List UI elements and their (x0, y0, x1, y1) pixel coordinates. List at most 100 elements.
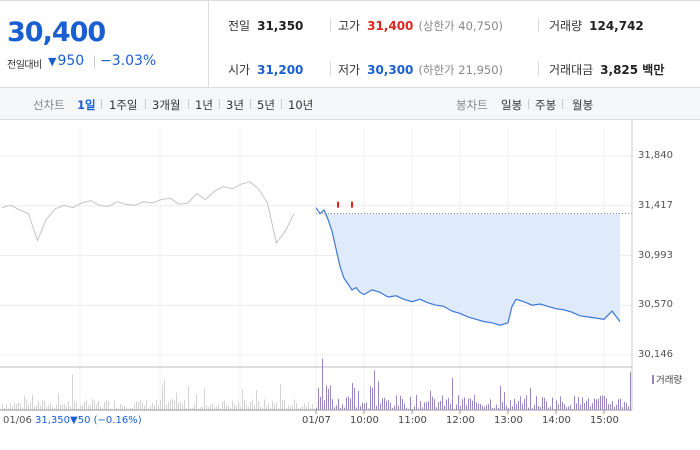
volume-bar (600, 395, 601, 410)
volume-bar (394, 405, 395, 410)
volume-bar (488, 404, 489, 410)
volume-bar (56, 404, 57, 410)
candle-chart-label: 봉차트 (456, 98, 488, 112)
stat-value: 124,742 (589, 19, 644, 33)
volume-bar (44, 400, 45, 410)
divider (330, 62, 331, 76)
volume-bar (398, 405, 399, 410)
period-3m-button[interactable]: 3개월 (152, 98, 181, 112)
volume-bar (178, 402, 179, 410)
volume-bar (166, 404, 167, 410)
volume-bar (418, 408, 419, 410)
period-1w-button[interactable]: 1주일 (109, 98, 138, 112)
volume-bar (94, 400, 95, 410)
volume-bar (254, 405, 255, 410)
volume-bar (128, 408, 129, 410)
volume-bar (432, 396, 433, 410)
volume-bar (572, 408, 573, 410)
volume-bar (562, 401, 563, 410)
volume-bar (480, 403, 481, 410)
volume-bar (438, 401, 439, 410)
period-5y-button[interactable]: 5년 (257, 98, 275, 112)
volume-bar (568, 406, 569, 410)
volume-bar (462, 399, 463, 410)
volume-bar (392, 407, 393, 410)
divider (330, 18, 331, 32)
volume-bar (306, 406, 307, 410)
volume-bar (84, 401, 85, 410)
volume-bar (262, 407, 263, 410)
volume-bar (506, 405, 507, 410)
candle-weekly-button[interactable]: 주봉 (535, 98, 557, 112)
volume-bar (314, 408, 315, 410)
stat-prev-close: 전일 31,350 (228, 17, 303, 34)
volume-bar (626, 403, 627, 410)
volume-bar (412, 408, 413, 410)
volume-bar (26, 399, 27, 410)
change-percent: −3.03% (100, 53, 157, 69)
volume-bar (608, 404, 609, 410)
volume-bar (548, 407, 549, 410)
period-1y-button[interactable]: 1년 (195, 98, 213, 112)
volume-bar (50, 402, 51, 410)
volume-bar (326, 385, 327, 410)
volume-bar (62, 404, 63, 410)
volume-bar (220, 408, 221, 410)
volume-bar (564, 404, 565, 410)
volume-bar (340, 407, 341, 410)
volume-bar (338, 399, 339, 410)
volume-bar (42, 399, 43, 410)
volume-bar (380, 403, 381, 410)
volume-bar (224, 400, 225, 410)
prev-day-change: 50 (77, 415, 91, 426)
high-marks (337, 201, 353, 208)
stat-low: 저가 30,300 (하한가 21,950) (338, 61, 503, 78)
volume-bar (440, 400, 441, 410)
period-1d-button[interactable]: 1일 (77, 98, 96, 112)
volume-bar (508, 408, 509, 410)
volume-bar (482, 405, 483, 410)
volume-bar (454, 408, 455, 410)
stat-volume: 거래량 124,742 (549, 17, 644, 34)
volume-bar (630, 372, 631, 410)
volume-bar (122, 405, 123, 410)
volume-bar (388, 400, 389, 410)
volume-bar (540, 407, 541, 410)
volume-bar (236, 405, 237, 410)
volume-bar (468, 398, 469, 410)
volume-bar (88, 405, 89, 410)
volume-bar (120, 404, 121, 410)
volume-bar (556, 400, 557, 410)
volume-bar (60, 404, 61, 410)
volume-bar (464, 397, 465, 410)
volume-bar (86, 399, 87, 410)
period-3y-button[interactable]: 3년 (226, 98, 244, 112)
candle-daily-button[interactable]: 일봉 (501, 98, 523, 112)
x-tick-label: 01/07 (302, 415, 331, 426)
divider (94, 56, 95, 68)
candle-monthly-button[interactable]: 월봉 (572, 98, 594, 112)
volume-bar (244, 399, 245, 410)
volume-bar (246, 404, 247, 410)
volume-bar (486, 405, 487, 410)
volume-bar (238, 401, 239, 410)
price-chart[interactable] (0, 120, 700, 450)
volume-bar (240, 406, 241, 410)
divider (188, 99, 189, 109)
volume-bar (64, 404, 65, 410)
volume-bar (378, 381, 379, 410)
volume-bar (170, 399, 171, 410)
x-tick-label: 10:00 (350, 415, 379, 426)
volume-bar (194, 403, 195, 410)
stat-value: 3,825 백만 (600, 63, 665, 77)
volume-bar (176, 392, 177, 410)
period-10y-button[interactable]: 10년 (288, 98, 314, 112)
volume-bar (46, 406, 47, 410)
x-axis-ticks (315, 410, 605, 414)
volume-bar (242, 389, 243, 410)
volume-bar (222, 401, 223, 410)
volume-bar (628, 406, 629, 410)
volume-bar (336, 405, 337, 410)
volume-bar (76, 402, 77, 410)
volume-bar (622, 407, 623, 410)
